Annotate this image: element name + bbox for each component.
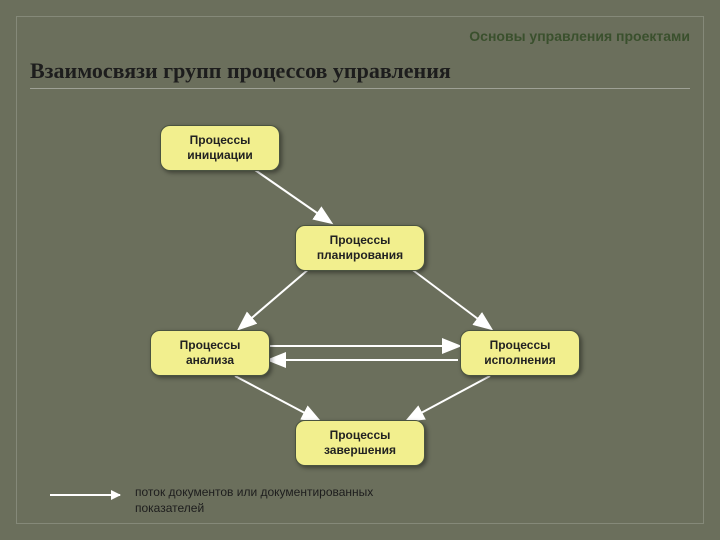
node-exec: Процессы исполнения	[460, 330, 580, 376]
arrow	[235, 376, 318, 420]
node-close: Процессы завершения	[295, 420, 425, 466]
kicker-text: Основы управления проектами	[469, 28, 690, 44]
arrow	[410, 268, 490, 328]
title-block: Взаимосвязи групп процессов управления	[30, 58, 690, 89]
node-init: Процессы инициации	[160, 125, 280, 171]
arrow	[408, 376, 490, 420]
legend-caption: поток документов или документированных п…	[135, 485, 415, 516]
arrow	[255, 170, 330, 222]
arrow	[240, 268, 310, 328]
flow-diagram: Процессы инициации Процессы планирования П…	[30, 110, 690, 510]
page-title: Взаимосвязи групп процессов управления	[30, 58, 690, 88]
title-underline	[30, 88, 690, 89]
node-analysis: Процессы анализа	[150, 330, 270, 376]
node-plan: Процессы планирования	[295, 225, 425, 271]
legend-arrow-icon	[50, 494, 120, 496]
